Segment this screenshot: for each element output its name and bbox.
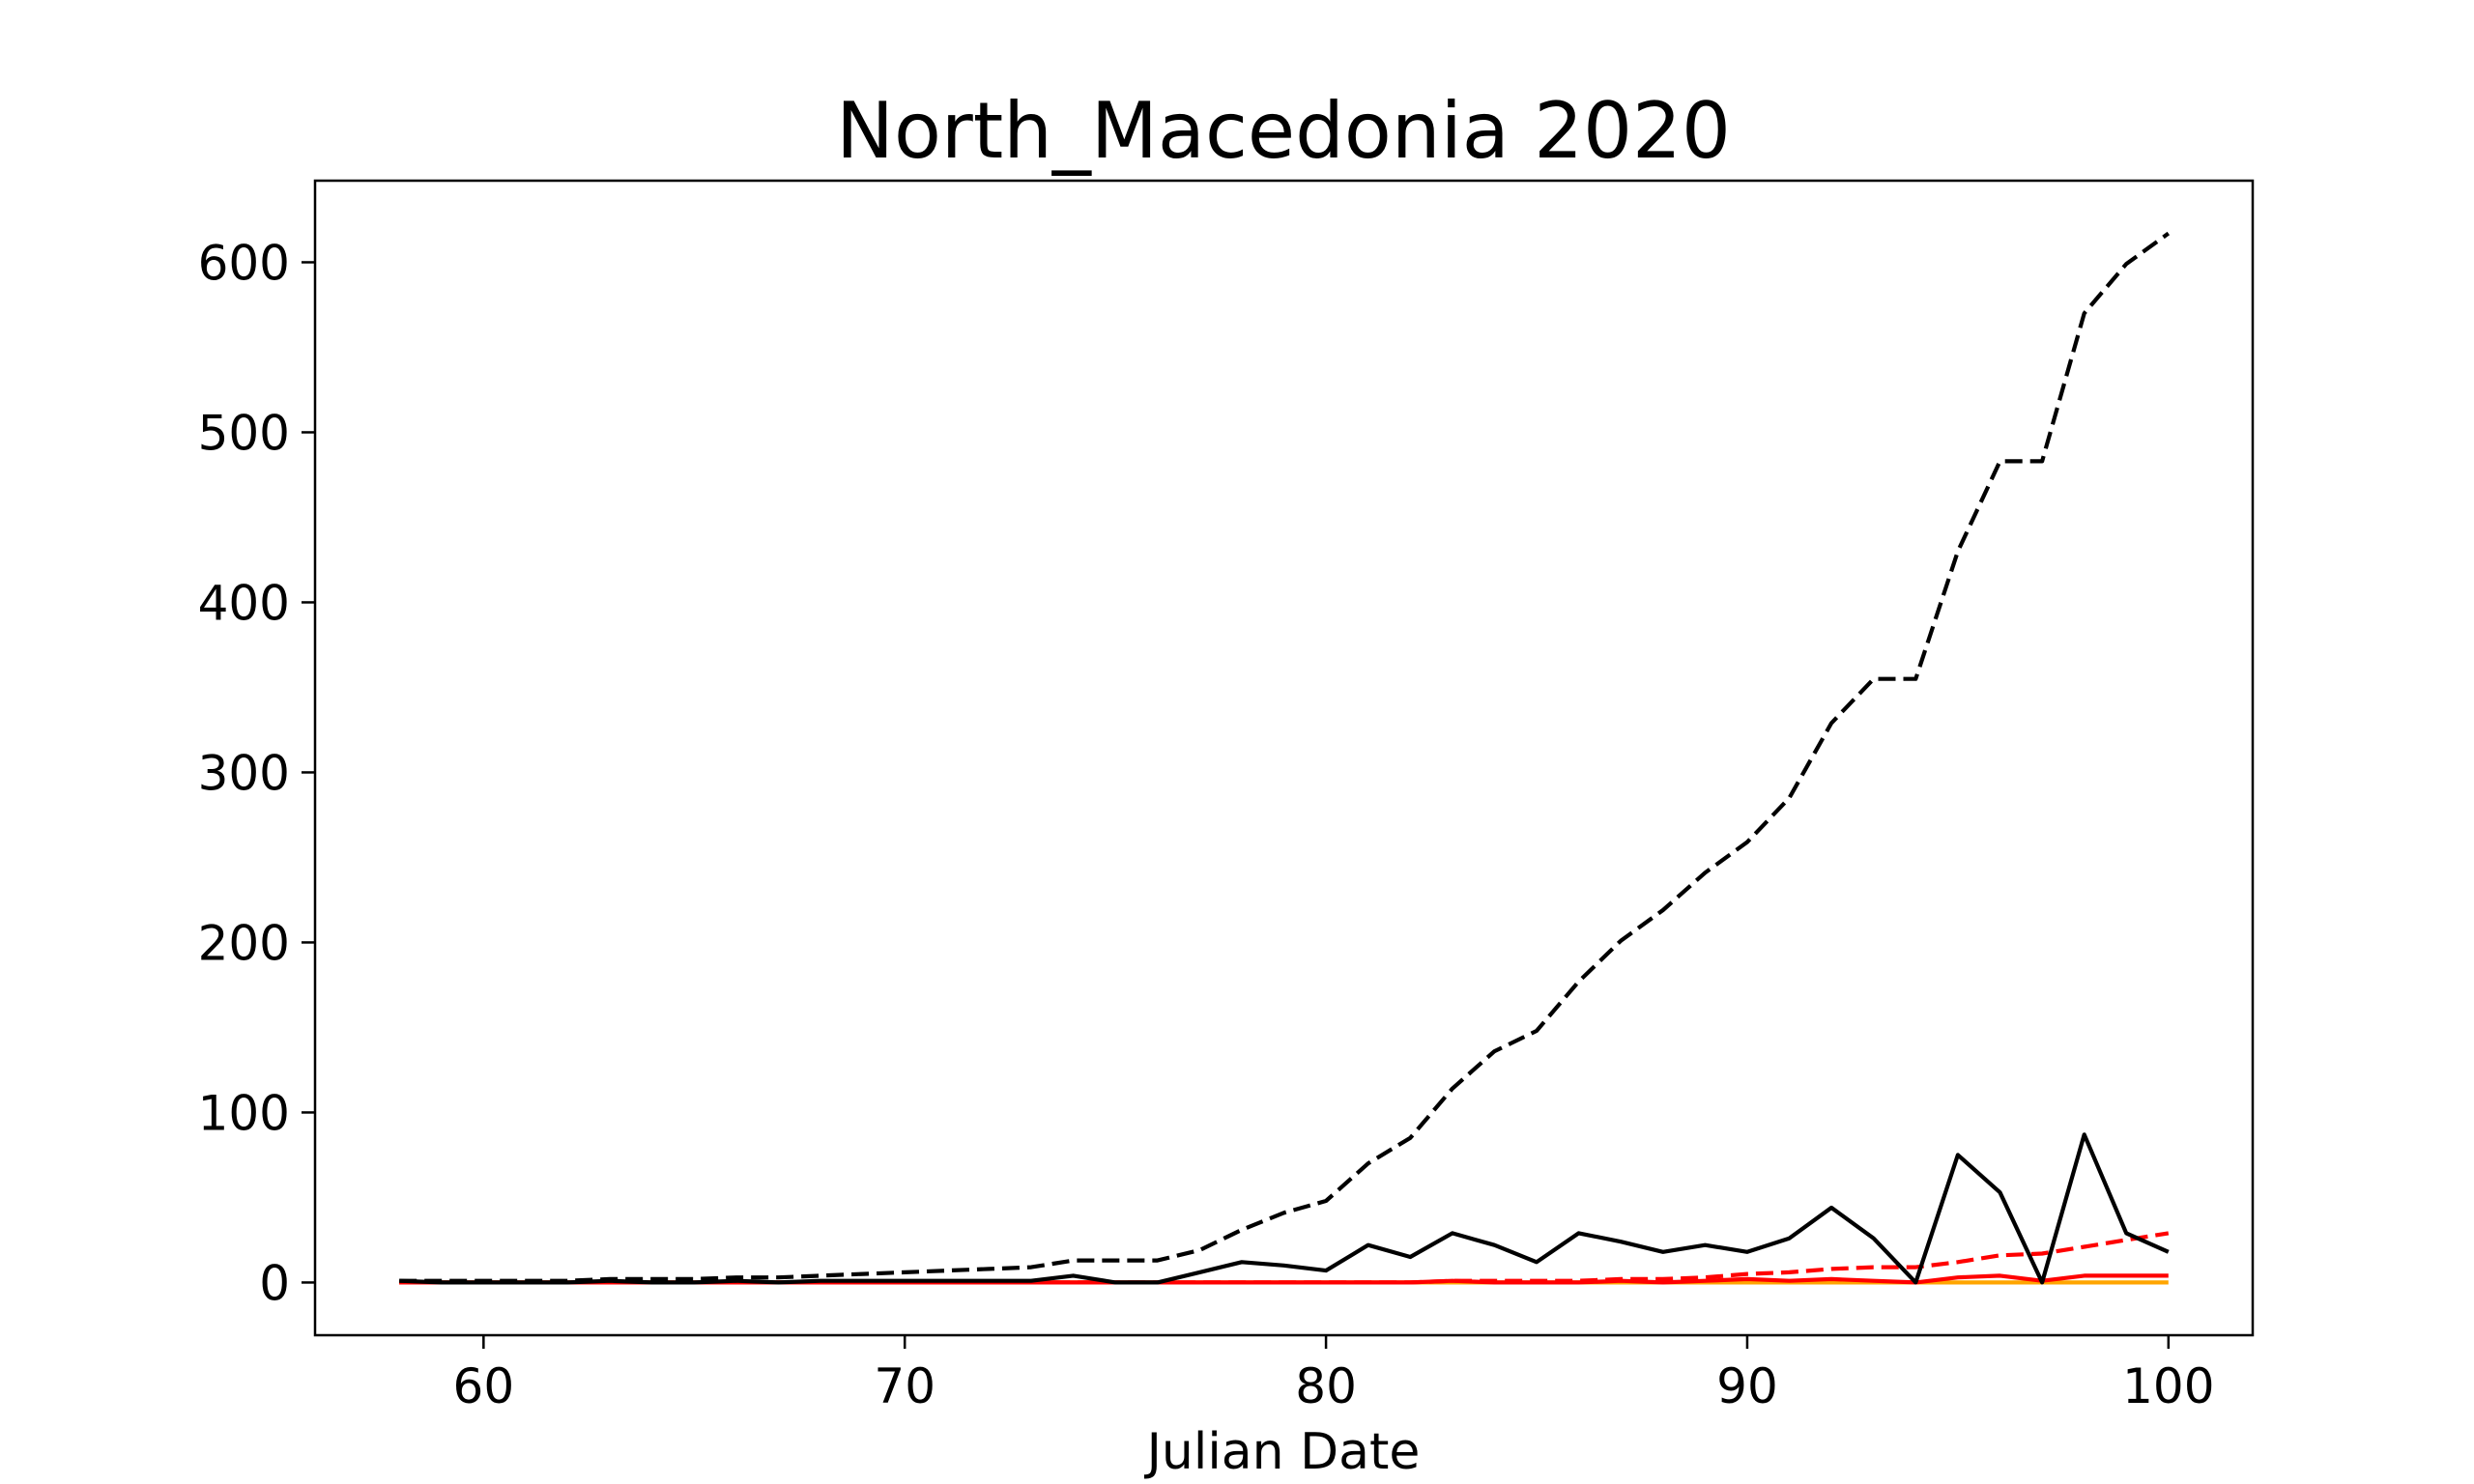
series-line-1 [399, 231, 2171, 1283]
x-tick-label: 60 [453, 1358, 515, 1414]
y-tick-label: 100 [198, 1085, 290, 1141]
y-tick-label: 0 [259, 1255, 290, 1311]
plot-area [399, 231, 2171, 1285]
chart-title: North_Macedonia 2020 [836, 86, 1731, 176]
y-tick-label: 400 [198, 575, 290, 631]
x-tick-label: 80 [1295, 1358, 1357, 1414]
series-line-2 [399, 1132, 2170, 1285]
x-tick-label: 70 [874, 1358, 935, 1414]
x-tick-label: 90 [1716, 1358, 1778, 1414]
y-tick-label: 600 [198, 235, 290, 291]
y-tick-label: 300 [198, 745, 290, 801]
y-tick-label: 200 [198, 915, 290, 971]
x-axis-label: Julian Date [1144, 1423, 1421, 1481]
x-tick-label: 100 [2122, 1358, 2214, 1414]
x-axis: 60 70 80 90 100 [453, 1335, 2215, 1414]
series-line-3 [399, 1231, 2170, 1285]
y-tick-label: 500 [198, 405, 290, 461]
plot-frame [313, 179, 2255, 1337]
y-axis: 0 100 200 300 400 500 600 [198, 235, 315, 1311]
